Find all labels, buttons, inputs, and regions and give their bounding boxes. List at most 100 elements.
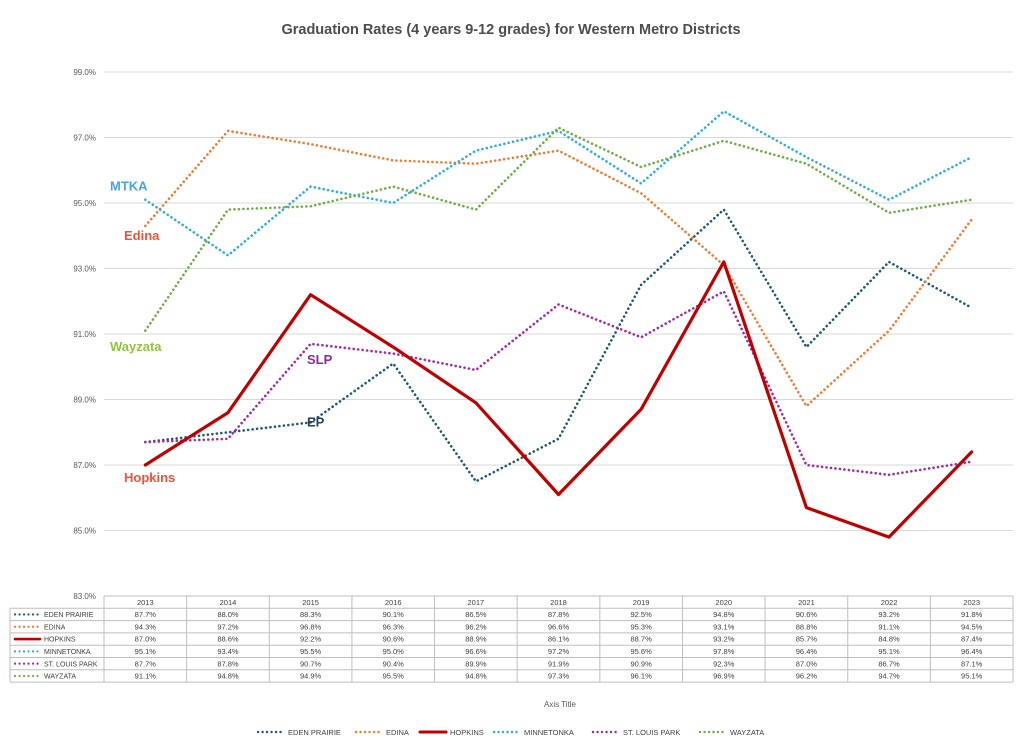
table-cell: 96.3%: [383, 622, 405, 631]
table-cell: 92.2%: [300, 635, 322, 644]
y-tick-label: 95.0%: [73, 199, 96, 208]
data-table: 2013 2014 2015 2016 2017 2018 2019 2020 2021 2022…: [9, 595, 1014, 683]
table-series-name: EDINA: [44, 624, 66, 631]
table-cell: 87.0%: [135, 635, 157, 644]
table-series-name: WAYZATA: [44, 674, 76, 681]
table-header-year: 2023: [963, 598, 980, 607]
y-tick-label: 87.0%: [73, 461, 96, 470]
table-series-name: MINNETONKA: [44, 649, 91, 656]
legend-label: EDEN PRAIRIE: [288, 728, 341, 737]
annotation-edina: Edina: [124, 228, 160, 243]
table-cell: 93.2%: [713, 635, 735, 644]
table-cell: 96.8%: [300, 622, 322, 631]
table-cell: 91.8%: [961, 610, 983, 619]
table-cell: 96.9%: [713, 672, 735, 681]
table-cell: 88.8%: [796, 622, 818, 631]
table-header-year: 2015: [302, 598, 319, 607]
table-series-name: HOPKINS: [44, 637, 76, 644]
table-cell: 92.3%: [713, 659, 735, 668]
legend-label: EDINA: [386, 728, 409, 737]
table-cell: 90.6%: [796, 610, 818, 619]
table-header-year: 2013: [137, 598, 154, 607]
y-tick-label: 99.0%: [73, 68, 96, 77]
table-cell: 96.4%: [796, 647, 818, 656]
legend-label: WAYZATA: [730, 728, 764, 737]
y-tick-label: 91.0%: [73, 330, 96, 339]
table-cell: 93.2%: [878, 610, 900, 619]
table-cell: 87.7%: [135, 659, 157, 668]
table-cell: 87.8%: [217, 659, 239, 668]
table-cell: 91.9%: [548, 659, 570, 668]
table-cell: 87.1%: [961, 659, 983, 668]
table-series-name: EDEN PRAIRIE: [44, 612, 94, 619]
table-header-year: 2016: [385, 598, 402, 607]
annotation-hopkins: Hopkins: [124, 470, 175, 485]
table-cell: 88.9%: [465, 635, 487, 644]
series-annotations: MTKA Edina Wayzata SLP EP Hopkins: [110, 179, 333, 485]
series-line-edina: [144, 129, 974, 408]
table-cell: 94.9%: [300, 672, 322, 681]
table-cell: 94.7%: [878, 672, 900, 681]
table-cell: 87.0%: [796, 659, 818, 668]
table-cell: 97.8%: [713, 647, 735, 656]
table-header-year: 2018: [550, 598, 567, 607]
table-cell: 95.1%: [961, 672, 983, 681]
table-cell: 88.7%: [630, 635, 652, 644]
table-cell: 90.4%: [383, 659, 405, 668]
table-cell: 97.2%: [217, 622, 239, 631]
table-cell: 95.5%: [383, 672, 405, 681]
table-cell: 96.4%: [961, 647, 983, 656]
table-cell: 92.5%: [630, 610, 652, 619]
gridlines: [104, 71, 1013, 531]
table-header-year: 2014: [220, 598, 237, 607]
table-cell: 91.1%: [135, 672, 157, 681]
table-cell: 96.1%: [630, 672, 652, 681]
table-cell: 90.1%: [383, 610, 405, 619]
table-cell: 94.3%: [135, 622, 157, 631]
table-cell: 84.8%: [878, 635, 900, 644]
table-cell: 90.6%: [383, 635, 405, 644]
table-cell: 90.9%: [630, 659, 652, 668]
table-cell: 96.2%: [796, 672, 818, 681]
table-cell: 86.7%: [878, 659, 900, 668]
table-cell: 91.1%: [878, 622, 900, 631]
table-header-year: 2022: [881, 598, 898, 607]
series-line-st-louis-park: [144, 290, 974, 477]
y-tick-label: 85.0%: [73, 527, 96, 536]
table-cell: 93.1%: [713, 622, 735, 631]
table-cell: 87.4%: [961, 635, 983, 644]
table-header-year: 2017: [468, 598, 485, 607]
table-cell: 95.6%: [630, 647, 652, 656]
table-header-year: 2019: [633, 598, 650, 607]
y-tick-label: 93.0%: [73, 265, 96, 274]
legend: EDEN PRAIRIE EDINA HOPKINS MINNETONKA ST. LO…: [256, 728, 764, 737]
chart-title: Graduation Rates (4 years 9-12 grades) f…: [281, 22, 740, 38]
table-cell: 88.3%: [300, 610, 322, 619]
table-cell: 95.1%: [878, 647, 900, 656]
table-cell: 90.7%: [300, 659, 322, 668]
series-line-minnetonka: [144, 110, 974, 257]
table-cell: 97.2%: [548, 647, 570, 656]
x-axis-title: Axis Title: [544, 700, 577, 709]
table-cell: 87.8%: [548, 610, 570, 619]
table-cell: 95.0%: [383, 647, 405, 656]
legend-label: MINNETONKA: [524, 728, 574, 737]
table-cell: 93.4%: [217, 647, 239, 656]
table-cell: 88.6%: [217, 635, 239, 644]
annotation-wayzata: Wayzata: [110, 339, 162, 354]
series-line-eden-prairie: [144, 208, 974, 483]
y-tick-label: 97.0%: [73, 134, 96, 143]
table-cell: 89.9%: [465, 659, 487, 668]
table-cell: 94.8%: [217, 672, 239, 681]
table-cell: 95.1%: [135, 647, 157, 656]
legend-label: ST. LOUIS PARK: [623, 728, 680, 737]
table-cell: 94.8%: [713, 610, 735, 619]
table-cell: 86.5%: [465, 610, 487, 619]
table-cell: 94.8%: [465, 672, 487, 681]
table-cell: 96.6%: [465, 647, 487, 656]
series-lines: [143, 110, 974, 539]
table-header-year: 2020: [715, 598, 732, 607]
table-cell: 85.7%: [796, 635, 818, 644]
table-cell: 96.6%: [548, 622, 570, 631]
